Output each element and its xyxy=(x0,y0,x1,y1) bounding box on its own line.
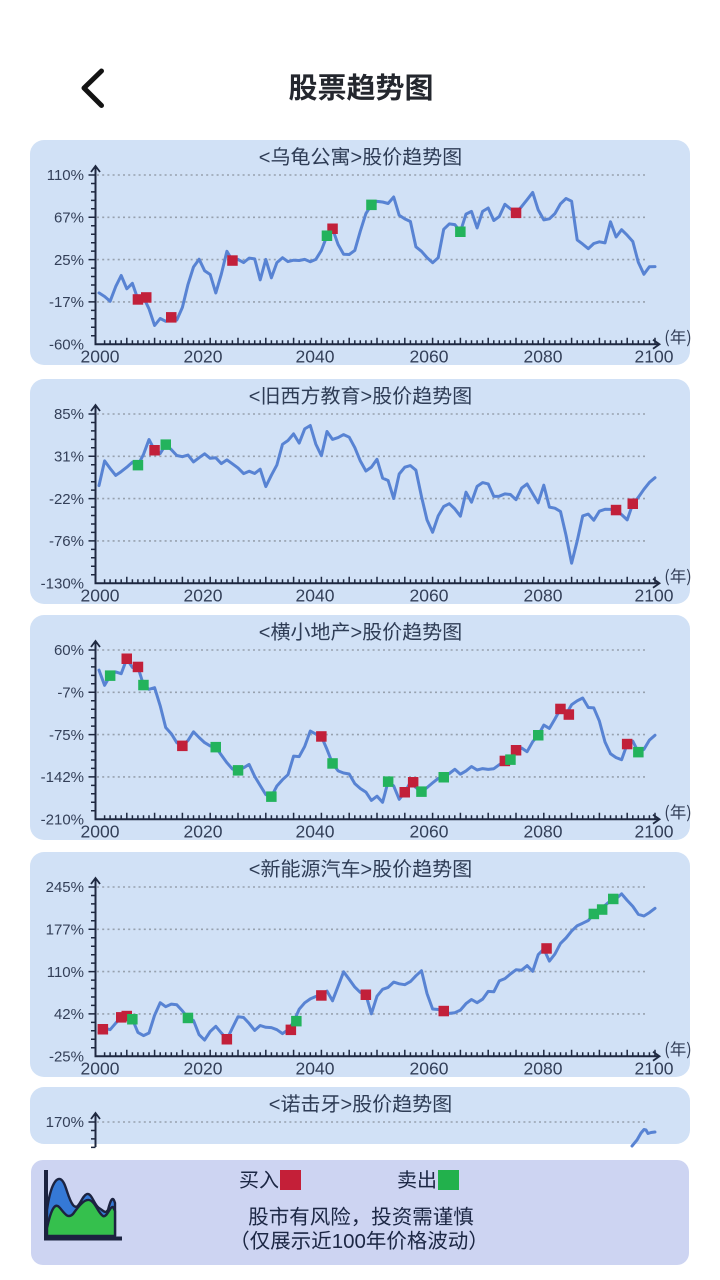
svg-text:-142%: -142% xyxy=(41,769,84,786)
svg-text:<: < xyxy=(249,859,261,881)
svg-text:2080: 2080 xyxy=(524,586,563,606)
svg-text:2020: 2020 xyxy=(184,347,223,367)
svg-text:110%: 110% xyxy=(47,964,84,981)
svg-text:2020: 2020 xyxy=(184,822,223,842)
svg-text:2080: 2080 xyxy=(524,347,563,367)
svg-text:2100: 2100 xyxy=(635,822,674,842)
svg-text:>: > xyxy=(361,859,373,881)
svg-text:-60%: -60% xyxy=(49,336,84,353)
svg-text:31%: 31% xyxy=(54,449,84,466)
svg-text:2100: 2100 xyxy=(635,1059,674,1079)
svg-text:-7%: -7% xyxy=(57,685,84,702)
svg-text:85%: 85% xyxy=(54,406,84,423)
svg-text:<: < xyxy=(259,147,271,169)
svg-text:-22%: -22% xyxy=(49,491,84,508)
svg-text:2040: 2040 xyxy=(296,822,335,842)
svg-text:-210%: -210% xyxy=(41,811,84,828)
svg-text:67%: 67% xyxy=(54,210,84,227)
svg-text:100: 100 xyxy=(332,1230,366,1253)
svg-text:2040: 2040 xyxy=(296,347,335,367)
svg-text:170%: 170% xyxy=(46,1114,84,1131)
svg-text:<: < xyxy=(259,622,271,644)
svg-text:60%: 60% xyxy=(54,642,84,659)
svg-text:<: < xyxy=(249,386,261,408)
svg-text:2020: 2020 xyxy=(184,1059,223,1079)
svg-text:-17%: -17% xyxy=(49,294,84,311)
svg-text:-75%: -75% xyxy=(49,727,84,744)
svg-text:2060: 2060 xyxy=(410,822,449,842)
svg-text:25%: 25% xyxy=(54,252,84,269)
svg-text:2060: 2060 xyxy=(410,1059,449,1079)
svg-text:-25%: -25% xyxy=(49,1048,84,1065)
svg-text:245%: 245% xyxy=(46,879,84,896)
svg-text:<: < xyxy=(269,1094,281,1116)
svg-text:2040: 2040 xyxy=(296,586,335,606)
svg-text:-76%: -76% xyxy=(49,533,84,550)
svg-text:2000: 2000 xyxy=(81,1059,120,1079)
svg-text:>: > xyxy=(351,147,363,169)
svg-text:177%: 177% xyxy=(46,922,84,939)
svg-text:2060: 2060 xyxy=(410,347,449,367)
svg-text:2000: 2000 xyxy=(81,822,120,842)
svg-text:2040: 2040 xyxy=(296,1059,335,1079)
svg-text:2000: 2000 xyxy=(81,347,120,367)
svg-text:2100: 2100 xyxy=(635,347,674,367)
svg-text:2020: 2020 xyxy=(184,586,223,606)
svg-text:110%: 110% xyxy=(47,167,84,184)
svg-text:>: > xyxy=(351,622,363,644)
svg-text:42%: 42% xyxy=(54,1006,84,1023)
svg-text:2000: 2000 xyxy=(81,586,120,606)
svg-text:>: > xyxy=(341,1094,353,1116)
svg-text:2060: 2060 xyxy=(410,586,449,606)
svg-text:-130%: -130% xyxy=(41,575,84,592)
svg-text:2080: 2080 xyxy=(524,1059,563,1079)
svg-text:2080: 2080 xyxy=(524,822,563,842)
svg-text:2100: 2100 xyxy=(635,586,674,606)
svg-text:>: > xyxy=(361,386,373,408)
